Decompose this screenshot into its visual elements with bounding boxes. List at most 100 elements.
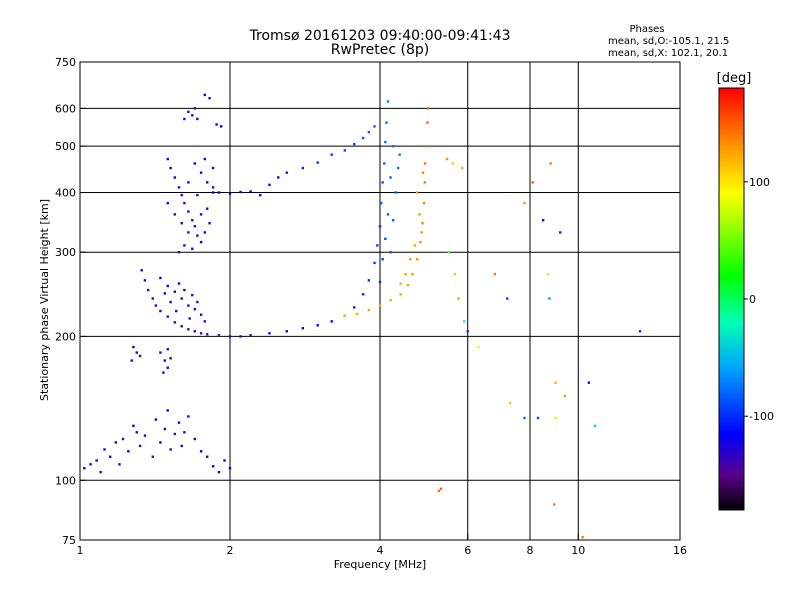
data-point xyxy=(421,222,424,225)
phase-info-x: mean, sd,X: 102.1, 20.1 xyxy=(608,48,728,59)
data-point xyxy=(196,193,199,197)
data-point xyxy=(301,327,305,330)
data-point xyxy=(188,317,191,320)
data-point xyxy=(173,321,177,324)
data-point xyxy=(180,325,183,328)
data-point xyxy=(563,394,567,398)
data-point xyxy=(217,470,221,474)
data-point xyxy=(217,191,221,194)
chart-subtitle: RwPretec (8p) xyxy=(331,42,429,58)
data-point xyxy=(391,219,395,222)
data-point xyxy=(89,463,92,466)
data-point xyxy=(219,125,223,128)
data-point xyxy=(143,434,147,437)
data-point xyxy=(191,293,194,297)
data-point xyxy=(378,304,382,307)
data-point xyxy=(399,293,402,296)
data-point xyxy=(352,142,356,146)
colorbar: [deg] 100 0 -100 xyxy=(717,71,774,511)
data-point xyxy=(208,222,211,225)
data-point xyxy=(146,288,150,292)
data-point xyxy=(140,269,143,272)
data-point xyxy=(130,359,133,362)
data-point xyxy=(437,489,441,493)
data-point xyxy=(187,231,190,234)
data-point xyxy=(183,201,186,205)
colorbar-gradient xyxy=(718,87,745,511)
x-tick-label: 2 xyxy=(227,544,234,557)
data-point xyxy=(193,307,197,311)
data-point xyxy=(421,171,425,174)
data-point xyxy=(638,330,642,333)
data-point xyxy=(420,231,423,234)
data-point xyxy=(166,348,169,351)
data-point xyxy=(132,345,135,349)
data-point xyxy=(175,309,178,313)
data-point xyxy=(173,176,177,179)
y-tick-label: 400 xyxy=(55,186,76,199)
x-axis-label: Frequency [MHz] xyxy=(334,558,426,571)
data-point xyxy=(205,455,209,458)
data-point xyxy=(536,416,540,420)
data-point xyxy=(239,335,242,338)
phase-info: Phases mean, sd,O:-105.1, 21.5 mean, sd,… xyxy=(608,24,729,59)
x-axis-ticks: 1 2 4 6 8 10 16 xyxy=(77,534,687,557)
data-point xyxy=(211,191,215,194)
y-tick-label: 75 xyxy=(62,534,76,547)
data-point xyxy=(159,351,162,354)
data-point xyxy=(163,427,167,431)
data-point xyxy=(163,292,167,295)
data-point xyxy=(187,110,190,114)
data-point xyxy=(127,450,130,453)
data-point xyxy=(424,144,428,148)
data-point xyxy=(413,244,417,247)
data-point xyxy=(187,304,190,307)
data-point xyxy=(208,96,211,100)
data-point xyxy=(424,162,427,165)
data-point xyxy=(154,418,158,421)
y-tick-label: 200 xyxy=(55,330,76,343)
data-point xyxy=(193,437,197,441)
data-point xyxy=(191,247,194,250)
data-point xyxy=(381,181,384,184)
y-tick-label: 750 xyxy=(55,56,76,69)
data-point xyxy=(389,176,392,179)
grid-lines xyxy=(80,62,680,540)
data-point xyxy=(159,276,162,280)
data-point xyxy=(203,231,206,234)
data-point xyxy=(411,272,414,276)
data-point xyxy=(355,312,359,315)
x-tick-label: 16 xyxy=(673,544,687,557)
x-tick-label: 6 xyxy=(464,544,471,557)
data-point xyxy=(177,251,181,254)
data-point xyxy=(445,157,449,161)
data-point xyxy=(361,136,365,140)
data-point xyxy=(103,448,106,451)
phase-info-o: mean, sd,O:-105.1, 21.5 xyxy=(608,36,729,47)
data-point xyxy=(386,213,390,216)
data-point xyxy=(439,487,443,490)
data-point xyxy=(196,117,199,121)
data-point xyxy=(553,503,556,506)
data-point xyxy=(177,186,181,189)
data-point xyxy=(135,351,138,354)
data-point xyxy=(173,213,177,216)
data-point xyxy=(187,415,190,418)
data-point xyxy=(162,371,165,374)
data-point xyxy=(389,299,392,302)
data-point xyxy=(383,162,386,165)
data-point xyxy=(196,300,199,304)
data-point xyxy=(191,114,194,117)
data-point xyxy=(587,381,591,384)
data-point xyxy=(177,421,181,424)
data-point xyxy=(386,100,390,103)
data-point xyxy=(391,144,395,148)
data-point xyxy=(379,201,383,205)
data-point xyxy=(193,162,197,165)
data-point xyxy=(199,332,203,335)
data-point xyxy=(166,366,169,369)
data-point xyxy=(453,272,456,276)
data-point xyxy=(203,93,206,97)
data-point xyxy=(378,280,382,284)
data-point xyxy=(151,297,155,300)
